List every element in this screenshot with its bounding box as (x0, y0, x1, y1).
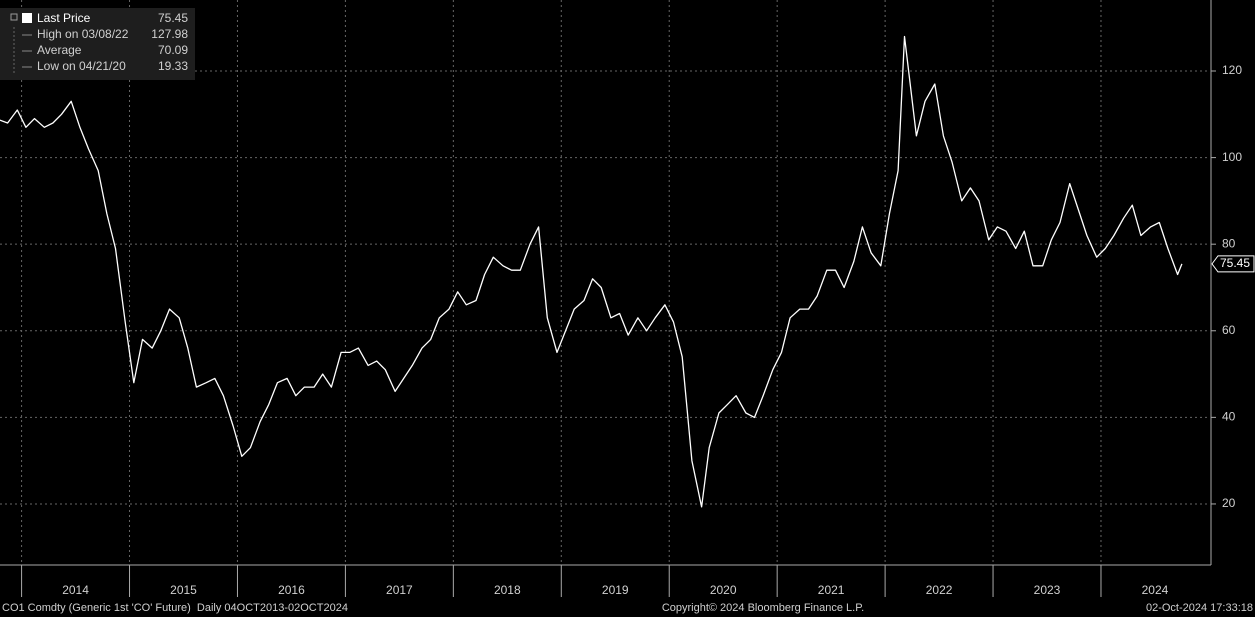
grid (0, 0, 1210, 565)
legend-value: 75.45 (158, 11, 188, 25)
axes: 20 40 60 80 100 120 2014 2015 2016 2017 2018 2019 20… (21, 63, 1255, 597)
y-tick-label: 120 (1222, 63, 1242, 77)
footer-right: 02-Oct-2024 17:33:18 (1146, 602, 1253, 614)
x-tick-label: 2018 (494, 583, 521, 597)
price-line (0, 35, 1183, 508)
x-tick-label: 2015 (170, 583, 197, 597)
legend-stat-label: Low on 04/21/20 (37, 59, 126, 73)
legend-toggle (10, 13, 18, 21)
plot (0, 35, 1183, 508)
legend-stat-label: Average (37, 43, 82, 57)
x-tick-label: 2016 (278, 583, 305, 597)
last-price-label: 75.45 (1220, 256, 1250, 270)
last-price-tag (1211, 255, 1255, 273)
x-tick-label: 2014 (62, 583, 89, 597)
x-tick-label: 2017 (386, 583, 413, 597)
legend: High on 03/08/22 127.98 Average 70.09 Low on… (13, 27, 188, 75)
y-tick-label: 20 (1222, 496, 1236, 510)
x-tick-label: 2023 (1034, 583, 1061, 597)
x-tick-label: 2020 (710, 583, 737, 597)
legend-box (0, 8, 195, 80)
footer-center: Copyright© 2024 Bloomberg Finance L.P. (662, 602, 864, 614)
legend-stat-value: 19.33 (158, 59, 188, 73)
legend-stat-value: 70.09 (158, 43, 188, 57)
y-tick-label: 40 (1222, 410, 1236, 424)
x-tick-label: 2021 (818, 583, 845, 597)
legend-name: Last Price (37, 11, 91, 25)
legend-stat-label: High on 03/08/22 (37, 27, 129, 41)
y-tick-label: 100 (1222, 150, 1242, 164)
legend-stat-value: 127.98 (151, 27, 188, 41)
legend-swatch (22, 13, 32, 23)
x-tick-label: 2024 (1142, 583, 1169, 597)
x-tick-label: 2022 (926, 583, 953, 597)
footer-left: CO1 Comdty (Generic 1st 'CO' Future) Dai… (2, 602, 348, 614)
x-tick-label: 2019 (602, 583, 629, 597)
y-tick-label: 60 (1222, 323, 1236, 337)
y-tick-label: 80 (1222, 236, 1236, 250)
